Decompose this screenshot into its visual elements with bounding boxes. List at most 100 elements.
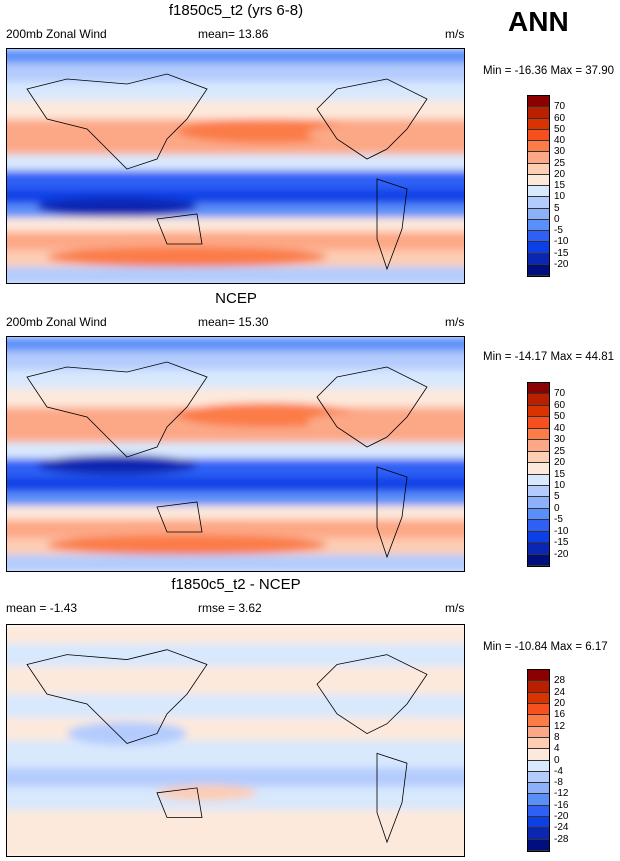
jet-core [307, 124, 427, 144]
colorbar-label: -5 [554, 225, 563, 236]
panel-units: m/s [445, 315, 465, 329]
contour-band [7, 740, 464, 771]
contour-map [6, 624, 465, 857]
coastline [26, 361, 428, 559]
colorbar-box [528, 163, 549, 175]
contour-band [7, 519, 464, 541]
contour-band [7, 625, 464, 646]
colorbar-box [528, 474, 549, 486]
contour-band [7, 477, 464, 494]
colorbar-box [528, 383, 549, 395]
contour-band [7, 666, 464, 697]
contour-band [7, 337, 464, 354]
contour-band [7, 809, 464, 835]
colorbar-box [528, 96, 549, 108]
panel-units: m/s [445, 27, 465, 41]
colorbar-box [528, 531, 549, 544]
colorbar-box [528, 129, 549, 141]
season-label: ANN [508, 6, 569, 37]
colorbar-label: 15 [554, 468, 566, 480]
contour-band [7, 832, 464, 856]
panel-units: m/s [445, 601, 465, 615]
colorbar-label: 5 [554, 491, 560, 503]
colorbar-label: 10 [554, 479, 566, 491]
colorbar-label: -28 [554, 833, 569, 845]
colorbar-box [528, 485, 549, 498]
colorbar-box [528, 107, 549, 119]
contour-band [7, 63, 464, 84]
colorbar-box [528, 783, 549, 795]
colorbar-box [528, 520, 549, 532]
colorbar-label: 60 [554, 399, 566, 411]
contour-band [7, 266, 464, 283]
colorbar-label: 25 [554, 445, 566, 457]
contour-band [7, 351, 464, 372]
colorbar-box [528, 737, 549, 750]
colorbar-label: 0 [554, 754, 560, 766]
colorbar-label: -20 [554, 811, 569, 823]
colorbar-box [528, 715, 549, 727]
colorbar-box [528, 508, 549, 521]
colorbar-box [528, 760, 549, 772]
colorbar-box [528, 417, 549, 429]
colorbar-label: -15 [554, 247, 569, 259]
contour-band [7, 768, 464, 789]
colorbar-box [528, 152, 549, 164]
anomaly [157, 784, 257, 801]
contour-band [7, 694, 464, 720]
colorbar-label: -5 [554, 514, 563, 526]
panel-title: NCEP [215, 290, 257, 307]
colorbar-box [528, 670, 549, 682]
colorbar-label: -8 [554, 777, 563, 789]
tropical-easterly-core [37, 455, 197, 475]
colorbar-label: 28 [554, 675, 566, 687]
colorbar-label: 24 [554, 686, 566, 698]
colorbar [527, 95, 550, 277]
colorbar-label: 20 [554, 457, 566, 469]
colorbar-box [528, 186, 549, 198]
colorbar-label: -15 [554, 537, 569, 549]
colorbar-label: -20 [554, 548, 569, 560]
contour-band [7, 154, 464, 173]
contour-band [7, 100, 464, 122]
colorbar-label: 30 [554, 434, 566, 446]
contour-band [7, 231, 464, 253]
panel-center-label: mean= 13.86 [198, 27, 269, 41]
colorbar-label: -4 [554, 765, 563, 777]
colorbar-label: -24 [554, 822, 569, 834]
colorbar-label: 20 [554, 168, 566, 180]
colorbar-label: -10 [554, 236, 569, 248]
min-max-label: Min = -16.36 Max = 37.90 [483, 65, 615, 77]
contour-band [7, 49, 464, 66]
colorbar-box [528, 726, 549, 738]
colorbar-box [528, 428, 549, 441]
colorbar-box [528, 208, 549, 220]
colorbar-box [528, 771, 549, 784]
contour-band [7, 388, 464, 410]
contour-band [7, 217, 464, 234]
contour-band [7, 170, 464, 192]
colorbar-box [528, 405, 549, 418]
colorbar-box [528, 264, 549, 276]
colorbar-box [528, 554, 549, 566]
colorbar-box [528, 440, 549, 452]
colorbar-box [528, 692, 549, 704]
contour-band [7, 505, 464, 522]
colorbar [527, 382, 550, 567]
contour-band [7, 81, 464, 103]
colorbar-label: 15 [554, 180, 566, 191]
colorbar-box [528, 805, 549, 818]
colorbar-label: 0 [554, 502, 560, 514]
contour-band [7, 369, 464, 391]
colorbar-box [528, 749, 549, 761]
panel-title: f1850c5_t2 - NCEP [171, 576, 301, 593]
contour-map [6, 48, 465, 284]
colorbar-box [528, 828, 549, 840]
panel-left-label: 200mb Zonal Wind [6, 315, 107, 329]
colorbar-box [528, 242, 549, 254]
colorbar-label: 50 [554, 411, 566, 423]
colorbar-box [528, 543, 549, 555]
colorbar-label: 5 [554, 202, 560, 214]
coastline [26, 73, 428, 271]
colorbar-box [528, 817, 549, 829]
